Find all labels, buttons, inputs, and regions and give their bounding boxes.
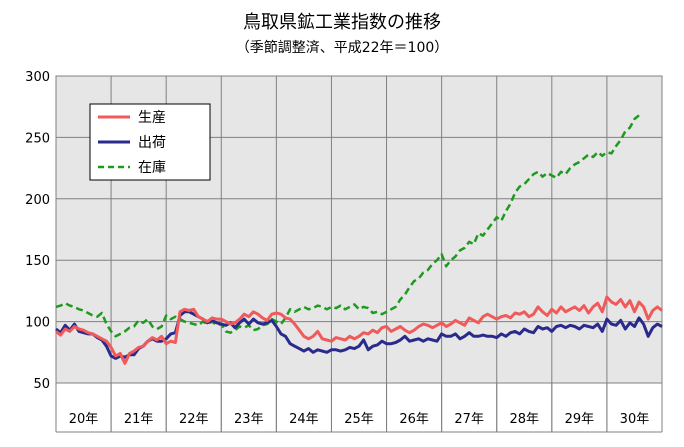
grid-layer <box>56 76 662 432</box>
y-tick-label: 50 <box>33 377 50 392</box>
x-tick-label: 24年 <box>289 412 319 427</box>
x-tick-label: 28年 <box>509 412 539 427</box>
series-layer <box>55 114 663 365</box>
legend-label-shipment: 出荷 <box>138 135 166 151</box>
y-tick-label: 200 <box>25 193 50 208</box>
series-line-production <box>55 295 663 365</box>
legend-label-production: 生産 <box>138 110 166 126</box>
x-tick-label: 27年 <box>454 412 484 427</box>
chart-subtitle: （季節調整済、平成22年＝100） <box>236 39 449 56</box>
y-tick-label: 300 <box>25 70 50 85</box>
y-tick-label: 250 <box>25 131 50 146</box>
y-axis: 50 100 150 200 250 300 <box>25 70 50 392</box>
y-tick-label: 100 <box>25 316 50 331</box>
chart-title: 鳥取県鉱工業指数の推移 <box>243 12 441 33</box>
x-tick-label: 21年 <box>124 412 154 427</box>
x-axis: 20年 21年 22年 23年 24年 25年 26年 27年 28年 29年 30年 <box>55 383 663 433</box>
x-tick-label: 29年 <box>565 412 595 427</box>
x-tick-label: 23年 <box>234 412 264 427</box>
x-tick-label: 25年 <box>344 412 374 427</box>
x-tick-label: 20年 <box>69 412 99 427</box>
y-tick-label: 150 <box>25 254 50 269</box>
x-tick-label: 30年 <box>620 412 650 427</box>
legend-label-inventory: 在庫 <box>138 159 166 176</box>
x-tick-label: 26年 <box>399 412 429 427</box>
legend: 生産 出荷 在庫 <box>89 103 211 181</box>
x-tick-label: 22年 <box>179 412 209 427</box>
series-line-inventory <box>55 114 640 338</box>
